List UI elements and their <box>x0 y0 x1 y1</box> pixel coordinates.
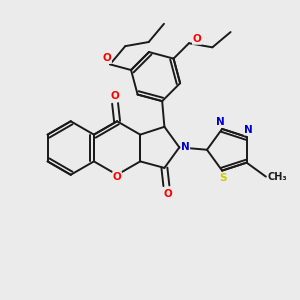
Text: O: O <box>193 34 201 44</box>
Text: N: N <box>216 117 224 127</box>
Text: O: O <box>164 189 173 199</box>
Text: N: N <box>181 142 190 152</box>
Text: O: O <box>111 91 119 100</box>
Text: O: O <box>113 172 122 182</box>
Text: N: N <box>244 125 253 135</box>
Text: O: O <box>103 53 111 63</box>
Text: CH₃: CH₃ <box>268 172 288 182</box>
Text: S: S <box>219 172 227 182</box>
